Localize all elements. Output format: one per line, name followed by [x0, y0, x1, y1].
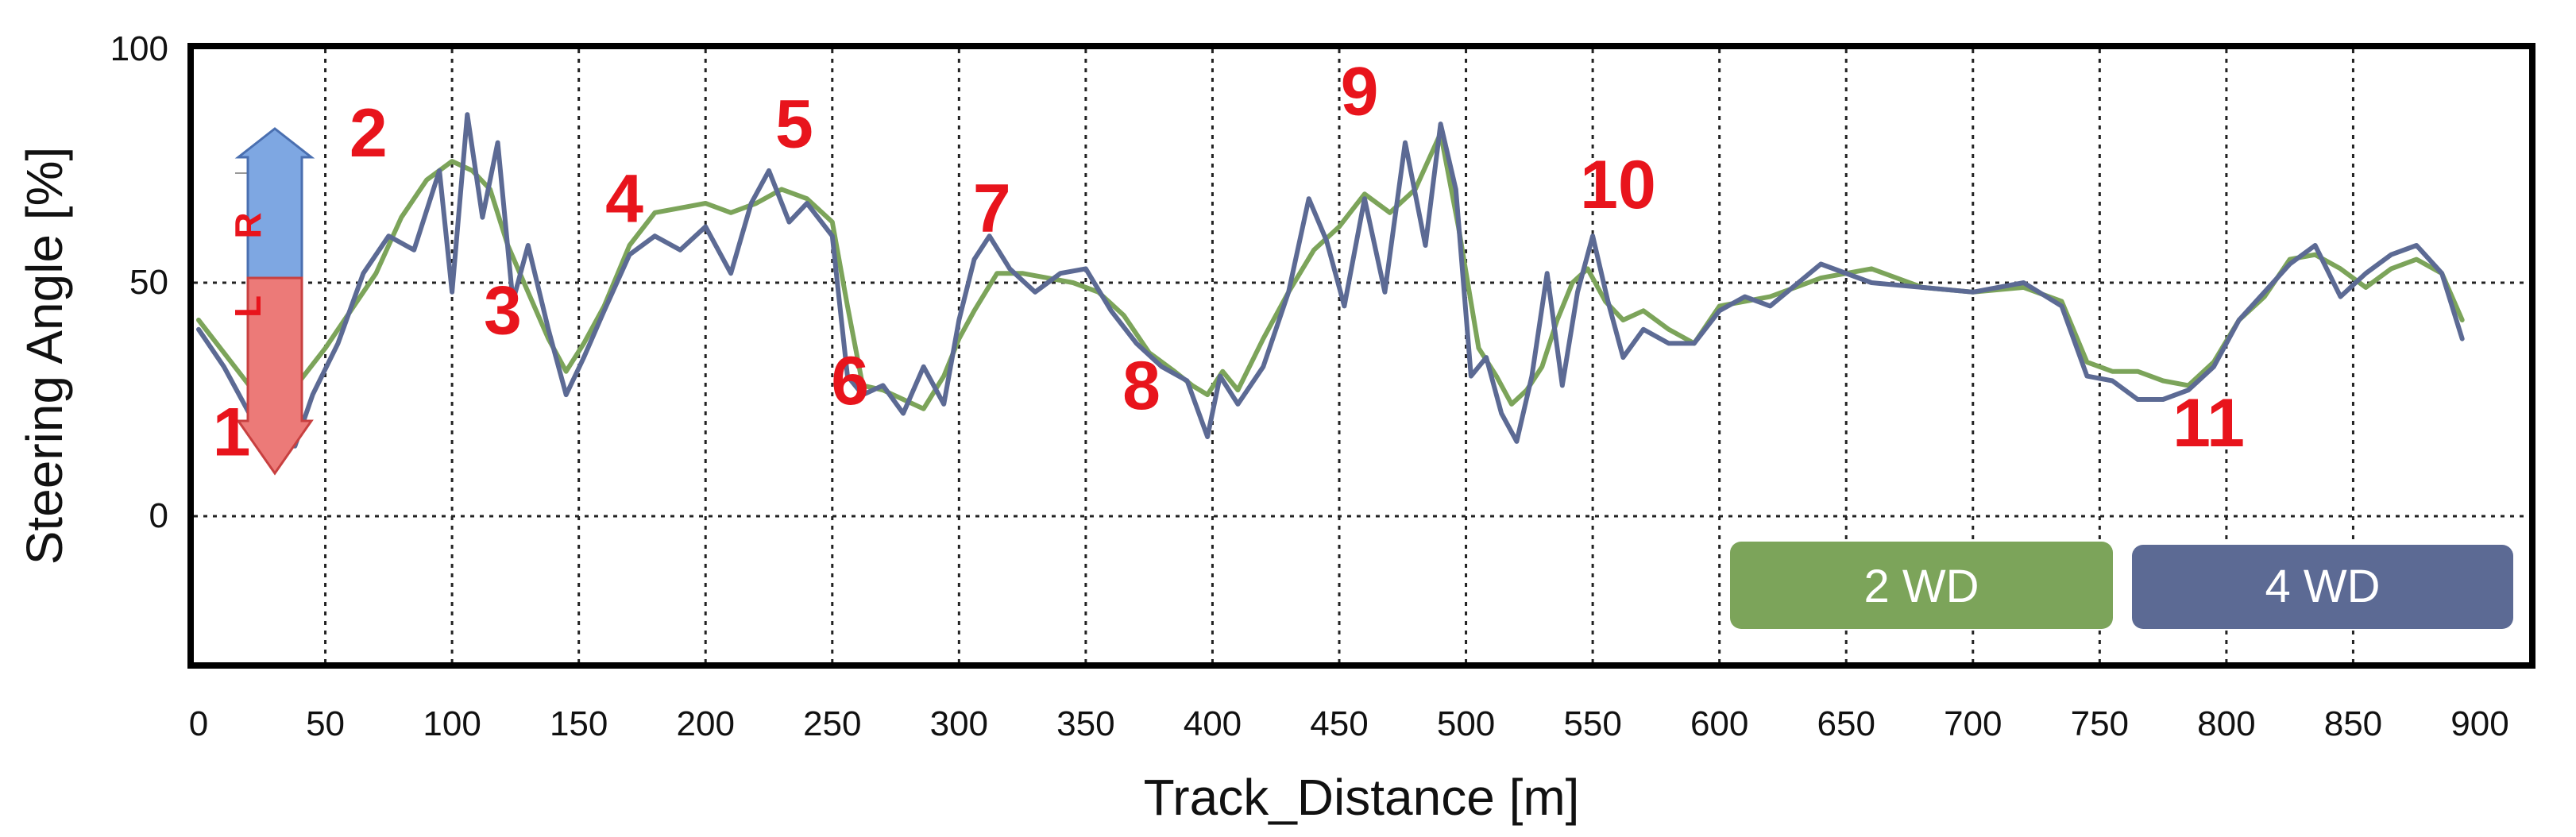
right-arrow-icon: [234, 127, 315, 280]
left-arrow-icon: [236, 276, 314, 476]
x-tick-label: 700: [1944, 704, 2002, 743]
x-tick-label: 600: [1690, 704, 1748, 743]
x-tick-label: 0: [189, 704, 208, 743]
legend-label-2wd: 2 WD: [1864, 561, 1979, 612]
x-tick-label: 400: [1184, 704, 1242, 743]
annotations: 1 2 3 4 5 6 7 8 9 10 11: [213, 53, 2245, 470]
direction-label-right: R: [227, 212, 268, 238]
legend-label-4wd: 4 WD: [2265, 561, 2381, 612]
series-line-4wd: [196, 112, 2465, 449]
y-axis-title: Steering Angle [%]: [16, 147, 73, 565]
annotation-label: 11: [2172, 385, 2245, 461]
x-tick-label: 900: [2450, 704, 2508, 743]
legend: 2 WD 4 WD: [1730, 542, 2513, 629]
series-lines: [196, 112, 2465, 449]
x-tick-label: 200: [677, 704, 735, 743]
x-tick-label: 800: [2197, 704, 2255, 743]
annotation-label: 3: [484, 273, 522, 349]
x-tick-label: 250: [803, 704, 861, 743]
x-tick-label: 450: [1310, 704, 1368, 743]
x-tick-label: 350: [1056, 704, 1114, 743]
y-tick-label: 100: [110, 29, 168, 68]
x-tick-label: 850: [2324, 704, 2382, 743]
legend-swatch-2wd: [1730, 542, 2113, 629]
annotation-label: 2: [350, 95, 388, 172]
x-tick-label: 50: [306, 704, 345, 743]
direction-label-left: L: [227, 295, 268, 318]
x-tick-label: 650: [1817, 704, 1875, 743]
x-tick-label: 300: [930, 704, 988, 743]
annotation-label: 9: [1341, 53, 1379, 129]
y-tick-label: 50: [129, 263, 168, 302]
x-tick-label: 750: [2071, 704, 2129, 743]
direction-arrow: R L: [227, 127, 315, 476]
x-axis-title: Track_Distance [m]: [1144, 769, 1580, 826]
x-tick-labels: 0 50 100 150 200 250 300 350 400 450 500 550 600 650 7…: [189, 704, 2509, 743]
x-tick-label: 100: [423, 704, 481, 743]
x-tick-label: 150: [550, 704, 608, 743]
annotation-label: 6: [831, 343, 869, 419]
annotation-label: 4: [605, 161, 643, 237]
legend-swatch-4wd: [2132, 545, 2513, 629]
y-tick-labels: 100 50 0: [110, 29, 168, 535]
annotation-label: 8: [1122, 348, 1161, 424]
x-tick-label: 500: [1437, 704, 1495, 743]
annotation-label: 5: [775, 86, 813, 162]
annotation-label: 7: [973, 170, 1011, 246]
annotation-label: 1: [213, 395, 251, 471]
annotation-label: 10: [1580, 147, 1656, 223]
y-tick-label: 0: [149, 496, 168, 535]
x-tick-label: 550: [1563, 704, 1621, 743]
